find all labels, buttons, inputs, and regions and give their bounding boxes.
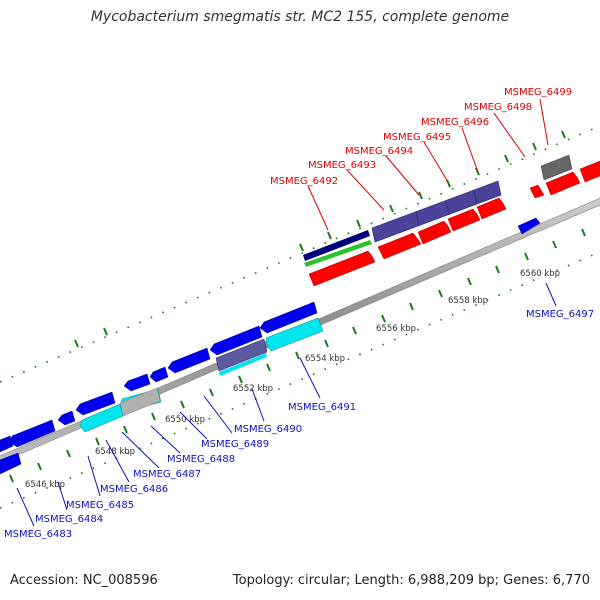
gene-msmeg-6497[interactable] <box>517 217 541 235</box>
gene-reverse-edge-1[interactable] <box>0 435 14 453</box>
gene-label[interactable]: MSMEG_6483 <box>4 529 72 540</box>
map-title: Mycobacterium smegmatis str. MC2 155, co… <box>90 9 510 25</box>
scale-label: 6546 kbp <box>25 480 65 490</box>
gene-msmeg-6484[interactable] <box>57 410 76 426</box>
gene-label[interactable]: MSMEG_6488 <box>167 454 235 465</box>
gene-msmeg-6491[interactable] <box>259 301 318 334</box>
gene-msmeg-6495[interactable] <box>447 208 481 232</box>
gene-next-forward[interactable] <box>579 160 600 183</box>
gene-msmeg-6492-navy[interactable] <box>303 230 370 261</box>
gene-reverse-edge-2[interactable] <box>0 452 22 475</box>
gene-label[interactable]: MSMEG_6484 <box>35 514 103 525</box>
scale-label: 6548 kbp <box>95 447 135 457</box>
major-ticks <box>9 130 586 483</box>
dotted-scale-track-inner <box>0 251 600 509</box>
gene-label[interactable]: MSMEG_6486 <box>100 484 168 495</box>
gene-label[interactable]: MSMEG_6491 <box>288 402 356 413</box>
scale-label: 6556 kbp <box>376 324 416 334</box>
gene-msmeg-6492[interactable] <box>308 250 376 287</box>
gene-msmeg-6490-cyan[interactable] <box>219 353 267 376</box>
gene-msmeg-6491-cyan[interactable] <box>265 317 324 352</box>
scale-labels: 6546 kbp 6548 kbp 6550 kbp 6552 kbp 6554… <box>25 269 560 490</box>
gene-msmeg-6488[interactable] <box>149 366 169 383</box>
topology-text: Topology: circular; Length: 6,988,209 bp… <box>232 573 590 588</box>
leader-lines-forward <box>307 98 549 231</box>
gene-msmeg-6490[interactable] <box>209 325 263 356</box>
gene-msmeg-6489[interactable] <box>167 347 211 374</box>
gene-label[interactable]: MSMEG_6490 <box>234 424 302 435</box>
reverse-genes <box>0 301 324 475</box>
gene-msmeg-6499-grey[interactable] <box>540 154 573 181</box>
scale-label: 6550 kbp <box>165 415 205 425</box>
gene-msmeg-6499[interactable] <box>545 171 581 196</box>
gene-msmeg-6490-operon[interactable] <box>215 338 268 372</box>
forward-gene-labels: MSMEG_6492 MSMEG_6493 MSMEG_6494 MSMEG_6… <box>270 87 572 187</box>
forward-genes <box>303 154 600 287</box>
gene-msmeg-6494[interactable] <box>417 220 452 245</box>
gene-msmeg-6498[interactable] <box>529 184 545 199</box>
gene-msmeg-6485-cyan[interactable] <box>79 403 124 433</box>
gene-msmeg-6483[interactable] <box>9 419 56 448</box>
reverse-gene-labels: MSMEG_6483 MSMEG_6484 MSMEG_6485 MSMEG_6… <box>4 309 594 540</box>
gene-label[interactable]: MSMEG_6499 <box>504 87 572 98</box>
gene-msmeg-6496[interactable] <box>476 197 507 220</box>
gene-msmeg-6486-grey[interactable] <box>119 387 161 417</box>
gene-label[interactable]: MSMEG_6496 <box>421 117 489 128</box>
gene-label[interactable]: MSMEG_6485 <box>66 500 134 511</box>
gene-label[interactable]: MSMEG_6489 <box>201 439 269 450</box>
dotted-scale-track-outer <box>0 125 600 383</box>
scale-label: 6554 kbp <box>305 354 345 364</box>
gene-msmeg-6493[interactable] <box>377 232 422 260</box>
gene-label[interactable]: MSMEG_6492 <box>270 176 338 187</box>
gene-label[interactable]: MSMEG_6487 <box>133 469 201 480</box>
accession-text: Accession: NC_008596 <box>10 573 158 588</box>
scale-label: 6552 kbp <box>233 384 273 394</box>
scale-label: 6558 kbp <box>448 296 488 306</box>
gene-label[interactable]: MSMEG_6494 <box>345 146 413 157</box>
gene-label[interactable]: MSMEG_6493 <box>308 160 376 171</box>
leader-lines-reverse <box>16 282 557 527</box>
gene-msmeg-6485[interactable] <box>75 391 116 416</box>
gene-msmeg-6492-green[interactable] <box>304 240 372 267</box>
gene-msmeg-6487[interactable] <box>123 373 151 392</box>
gene-label[interactable]: MSMEG_6497 <box>526 309 594 320</box>
gene-label[interactable]: MSMEG_6498 <box>464 102 532 113</box>
operon-forward-bar[interactable] <box>371 180 502 243</box>
gene-label[interactable]: MSMEG_6495 <box>383 132 451 143</box>
scale-label: 6560 kbp <box>520 269 560 279</box>
